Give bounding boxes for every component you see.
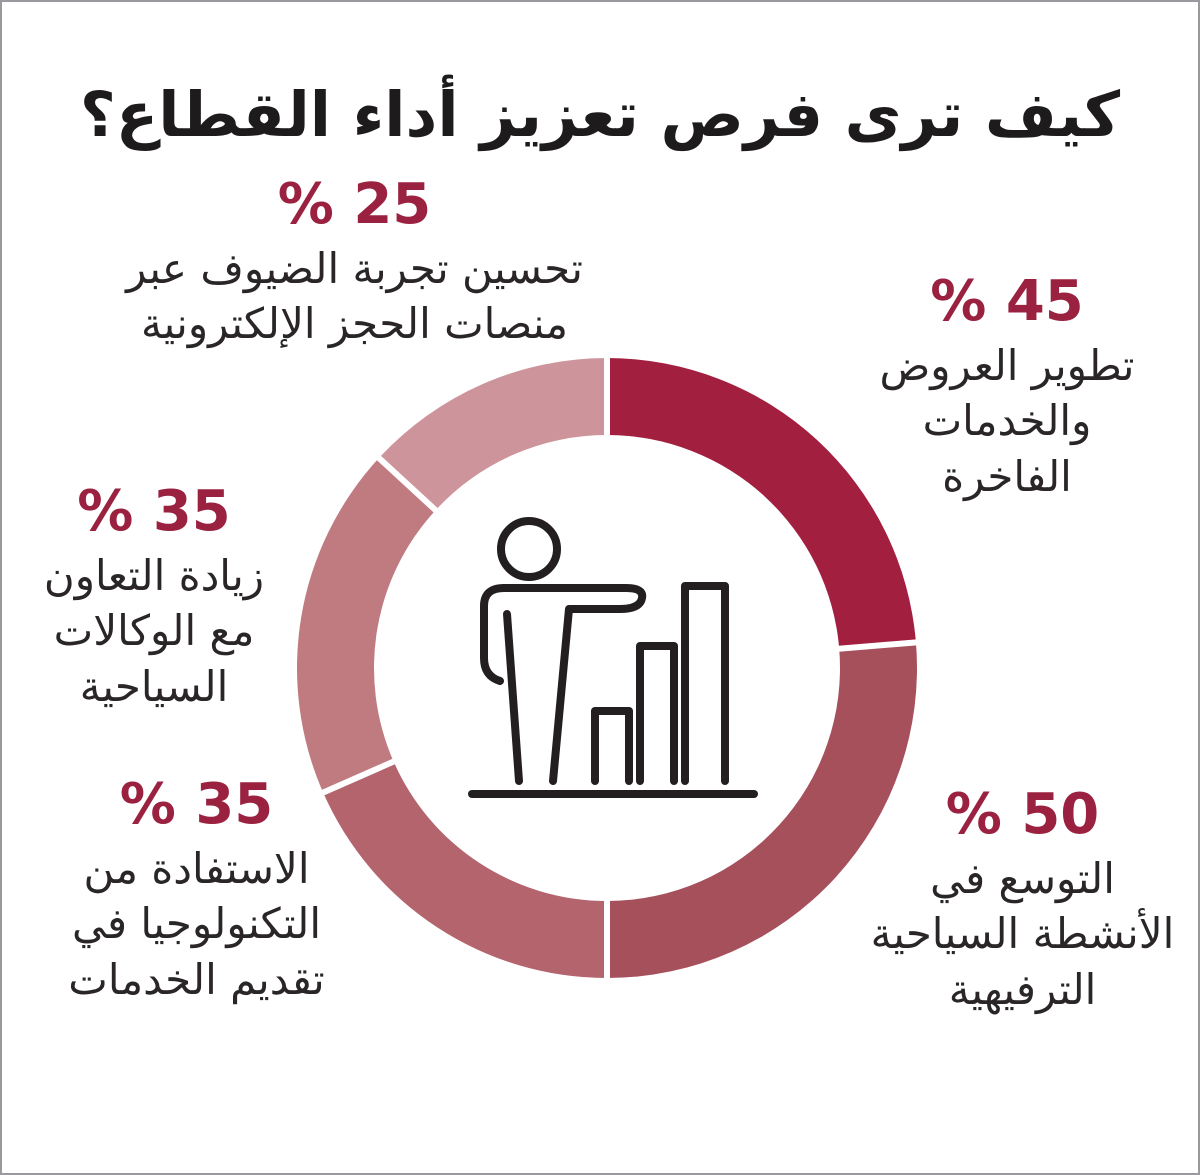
segment-separator bbox=[375, 454, 440, 514]
percent-value: % 50 bbox=[945, 782, 1100, 847]
donut-segment bbox=[378, 358, 607, 511]
segment-description: التوسع في الأنشطة السياحية الترفيهية bbox=[870, 854, 1175, 1014]
segment-description: الاستفادة من التكنولوجيا في تقديم الخدما… bbox=[68, 844, 325, 1004]
segment-description: تطوير العروض والخدمات الفاخرة bbox=[879, 341, 1135, 501]
person-back-leg bbox=[503, 610, 523, 785]
bar-small bbox=[591, 707, 633, 785]
segment-label-travel-agencies: % 35 زيادة التعاون مع الوكالات السياحية bbox=[14, 484, 294, 714]
bar-medium bbox=[636, 642, 678, 785]
donut-segment bbox=[323, 761, 607, 978]
donut-segment bbox=[607, 642, 917, 978]
person-arm-and-front-leg bbox=[500, 584, 647, 785]
percent-value: % 35 bbox=[77, 479, 231, 544]
segment-label-luxury-services: % 45 تطوير العروض والخدمات الفاخرة bbox=[862, 274, 1152, 504]
segment-label-technology: % 35 الاستفادة من التكنولوجيا في تقديم ا… bbox=[14, 777, 379, 1007]
bar-tall bbox=[681, 582, 729, 785]
percent-value: % 35 bbox=[119, 772, 274, 837]
segment-description: زيادة التعاون مع الوكالات السياحية bbox=[43, 551, 265, 711]
presenter-barchart-icon bbox=[468, 517, 758, 798]
segment-description: تحسين تجربة الضيوف عبر منصات الحجز الإلك… bbox=[126, 244, 583, 349]
donut-segment bbox=[607, 358, 916, 649]
person-back bbox=[480, 584, 508, 685]
segment-label-booking-platforms: % 25 تحسين تجربة الضيوف عبر منصات الحجز … bbox=[82, 177, 627, 352]
donut-segment bbox=[297, 458, 436, 793]
segment-separator bbox=[836, 639, 919, 652]
percent-value: % 45 bbox=[930, 269, 1084, 334]
percent-value: % 25 bbox=[277, 172, 432, 237]
segment-label-tourism-activities: % 50 التوسع في الأنشطة السياحية الترفيهي… bbox=[845, 782, 1198, 1017]
person-head bbox=[497, 517, 561, 581]
segment-separator bbox=[320, 758, 397, 797]
donut-chart bbox=[297, 356, 919, 980]
page-title: كيف ترى فرص تعزيز أداء القطاع؟ bbox=[79, 77, 1121, 151]
